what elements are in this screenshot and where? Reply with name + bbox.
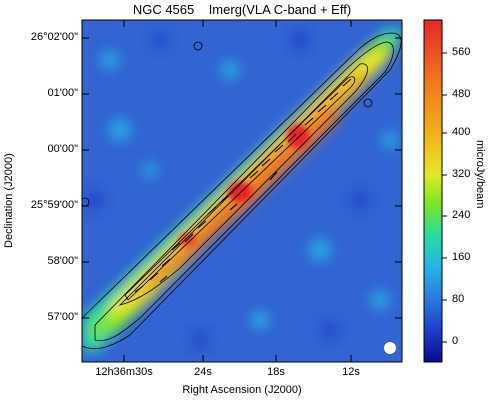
y-tick-label: 58'00": [47, 255, 78, 267]
colorbar-label: microJy/beam: [474, 140, 486, 209]
y-tick-label: 25°59'00": [30, 199, 78, 211]
x-tick-label: 12s: [342, 366, 360, 378]
colorbar: [423, 19, 443, 363]
contours: [82, 32, 402, 350]
plot-title: NGC 4565 Imerg(VLA C-band + Eff): [132, 2, 352, 17]
y-tick-label: 00'00": [47, 143, 78, 155]
y-axis-label: Declination (J2000): [3, 153, 15, 248]
colorbar-tick-label: 320: [452, 168, 471, 180]
beam-ellipse: [384, 342, 396, 354]
colorbar-tick-label: 0: [452, 335, 459, 347]
colorbar-tick-label: 240: [452, 209, 471, 221]
background-noise: [86, 31, 399, 348]
x-tick-label: 18s: [267, 366, 285, 378]
colorbar-tick-label: 80: [452, 293, 465, 305]
x-ticks: [123, 20, 352, 362]
colorbar-tick-label: 160: [452, 251, 471, 263]
y-ticks: [82, 37, 402, 319]
y-tick-label: 26°02'00": [30, 31, 78, 43]
colorbar-tick-label: 480: [452, 88, 471, 100]
map-frame: [81, 19, 403, 363]
x-axis-label: Right Ascension (J2000): [182, 384, 302, 396]
colorbar-ticks: [442, 52, 447, 343]
intensity-map: [82, 20, 402, 362]
x-tick-label: 12h36m30s: [95, 366, 153, 378]
y-tick-label: 01'00": [47, 87, 78, 99]
colorbar-tick-label: 400: [452, 126, 471, 138]
y-tick-label: 57'00": [47, 311, 78, 323]
colorbar-tick-label: 560: [452, 46, 471, 58]
x-tick-label: 24s: [194, 366, 212, 378]
polarization-vectors: [134, 78, 352, 293]
